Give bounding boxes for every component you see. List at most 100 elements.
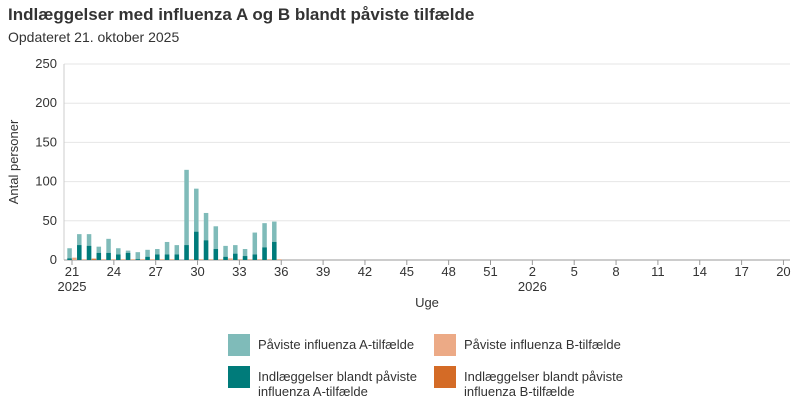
chart-title: Indlæggelser med influenza A og B blandt… <box>8 5 475 24</box>
bar-b-cases <box>237 259 243 260</box>
bar-a-admissions <box>106 252 111 260</box>
x-tick-label: 33 <box>232 264 246 279</box>
bar-a-admissions <box>272 241 277 260</box>
legend-item-a-admissions[interactable]: Indlæggelser blandt påviste influenza A-… <box>228 366 428 399</box>
bar-b-cases <box>101 259 106 260</box>
legend-item-b-admissions[interactable]: Indlæggelser blandt påviste influenza B-… <box>434 366 649 399</box>
bar-a-cases <box>252 232 258 260</box>
bar-a-admissions <box>86 245 92 260</box>
bar-a-admissions <box>194 231 199 260</box>
bar-a-cases <box>135 252 141 260</box>
x-tick-label: 45 <box>400 264 414 279</box>
x-tick-label: 2 <box>529 264 536 279</box>
bar-a-cases <box>262 223 267 260</box>
bar-a-admissions <box>77 245 82 260</box>
legend-label-a-cases: Påviste influenza A-tilfælde <box>258 337 415 352</box>
bar-b-cases <box>150 259 155 260</box>
bar-a-admissions <box>164 254 170 260</box>
x-tick-label: 17 <box>734 264 748 279</box>
x-tick-label: 36 <box>274 264 288 279</box>
bar-b-cases <box>276 259 282 260</box>
bar-a-cases <box>223 245 228 260</box>
legend-label-b-admissions: Indlæggelser blandt påviste influenza B-… <box>464 369 623 399</box>
bar-b-cases <box>228 258 233 260</box>
bar-a-cases <box>194 188 199 260</box>
y-axis-title: Antal personer <box>6 119 21 204</box>
x-tick-label: 24 <box>107 264 121 279</box>
legend-label-b-cases: Påviste influenza B-tilfælde <box>464 337 621 352</box>
y-tick-label: 0 <box>50 252 57 267</box>
bar-a-cases <box>184 169 189 260</box>
x-tick-label: 39 <box>316 264 330 279</box>
bar-a-admissions <box>125 252 131 260</box>
legend-item-b-cases[interactable]: Påviste influenza B-tilfælde <box>434 334 621 356</box>
bar-b-cases <box>198 259 204 260</box>
bar-a-admissions <box>174 254 180 260</box>
bar-b-cases <box>81 259 87 260</box>
bar-b-cases <box>218 259 223 260</box>
bar-b-cases <box>169 259 175 260</box>
bar-b-cases <box>257 259 262 260</box>
bar-a-cases <box>116 248 121 260</box>
legend-swatch-b-cases <box>434 334 456 356</box>
bar-b-cases <box>140 259 145 260</box>
bar-b-cases <box>111 259 116 260</box>
bar-a-admissions <box>242 256 248 260</box>
x-tick-label: 42 <box>358 264 372 279</box>
bar-b-admissions <box>91 259 97 260</box>
legend-swatch-a-admissions <box>228 366 250 388</box>
bar-b-cases <box>208 259 214 260</box>
bar-a-cases <box>272 221 277 260</box>
x-tick-label: 5 <box>571 264 578 279</box>
x-tick-label: 11 <box>651 264 665 279</box>
y-tick-label: 250 <box>35 56 57 71</box>
x-tick-label: 14 <box>693 264 707 279</box>
bar-b-cases <box>72 257 77 260</box>
y-tick-label: 150 <box>35 134 57 149</box>
bar-a-cases <box>174 245 180 260</box>
bar-b-cases <box>120 259 126 260</box>
bar-a-cases <box>242 249 248 260</box>
chart-subtitle: Opdateret 21. oktober 2025 <box>8 29 180 45</box>
bar-a-admissions <box>203 240 209 260</box>
bar-b-cases <box>189 259 194 260</box>
x-axis-title: Uge <box>415 295 439 310</box>
bar-a-cases <box>67 248 72 260</box>
bar-a-admissions <box>155 254 160 260</box>
bar-b-cases <box>267 259 272 260</box>
bar-a-admissions <box>145 256 150 260</box>
bar-a-cases <box>233 245 238 260</box>
y-tick-label: 200 <box>35 95 57 110</box>
legend-swatch-b-admissions <box>434 366 456 388</box>
bar-a-admissions <box>184 245 189 260</box>
x-tick-label: 8 <box>612 264 619 279</box>
bar-a-admissions <box>96 252 102 260</box>
x-tick-label: 20 <box>776 264 790 279</box>
bar-a-admissions <box>223 256 228 260</box>
bar-a-cases <box>213 226 219 260</box>
x-tick-label: 27 <box>148 264 162 279</box>
legend-label-a-admissions: Indlæggelser blandt påviste influenza A-… <box>258 369 417 399</box>
bar-a-cases <box>203 212 209 260</box>
bar-a-cases <box>106 238 111 260</box>
bar-a-admissions <box>135 259 141 260</box>
legend-item-a-cases[interactable]: Påviste influenza A-tilfælde <box>228 334 414 356</box>
bar-b-cases <box>130 259 136 260</box>
x-tick-label: 30 <box>190 264 204 279</box>
bar-a-admissions <box>213 249 219 260</box>
x-tick-label: 51 <box>483 264 497 279</box>
x-tick-label: 48 <box>441 264 455 279</box>
bar-a-admissions <box>252 254 258 260</box>
x-tick-year-label: 2026 <box>518 279 547 294</box>
bar-a-admissions <box>233 253 238 260</box>
bar-a-cases <box>145 249 150 260</box>
bar-a-admissions <box>262 247 267 260</box>
x-tick-year-label: 2025 <box>58 279 87 294</box>
bar-b-cases <box>247 259 253 260</box>
y-tick-label: 100 <box>35 174 57 189</box>
bar-a-admissions <box>67 258 72 260</box>
y-tick-label: 50 <box>43 213 57 228</box>
bar-a-admissions <box>116 254 121 260</box>
legend-swatch-a-cases <box>228 334 250 356</box>
